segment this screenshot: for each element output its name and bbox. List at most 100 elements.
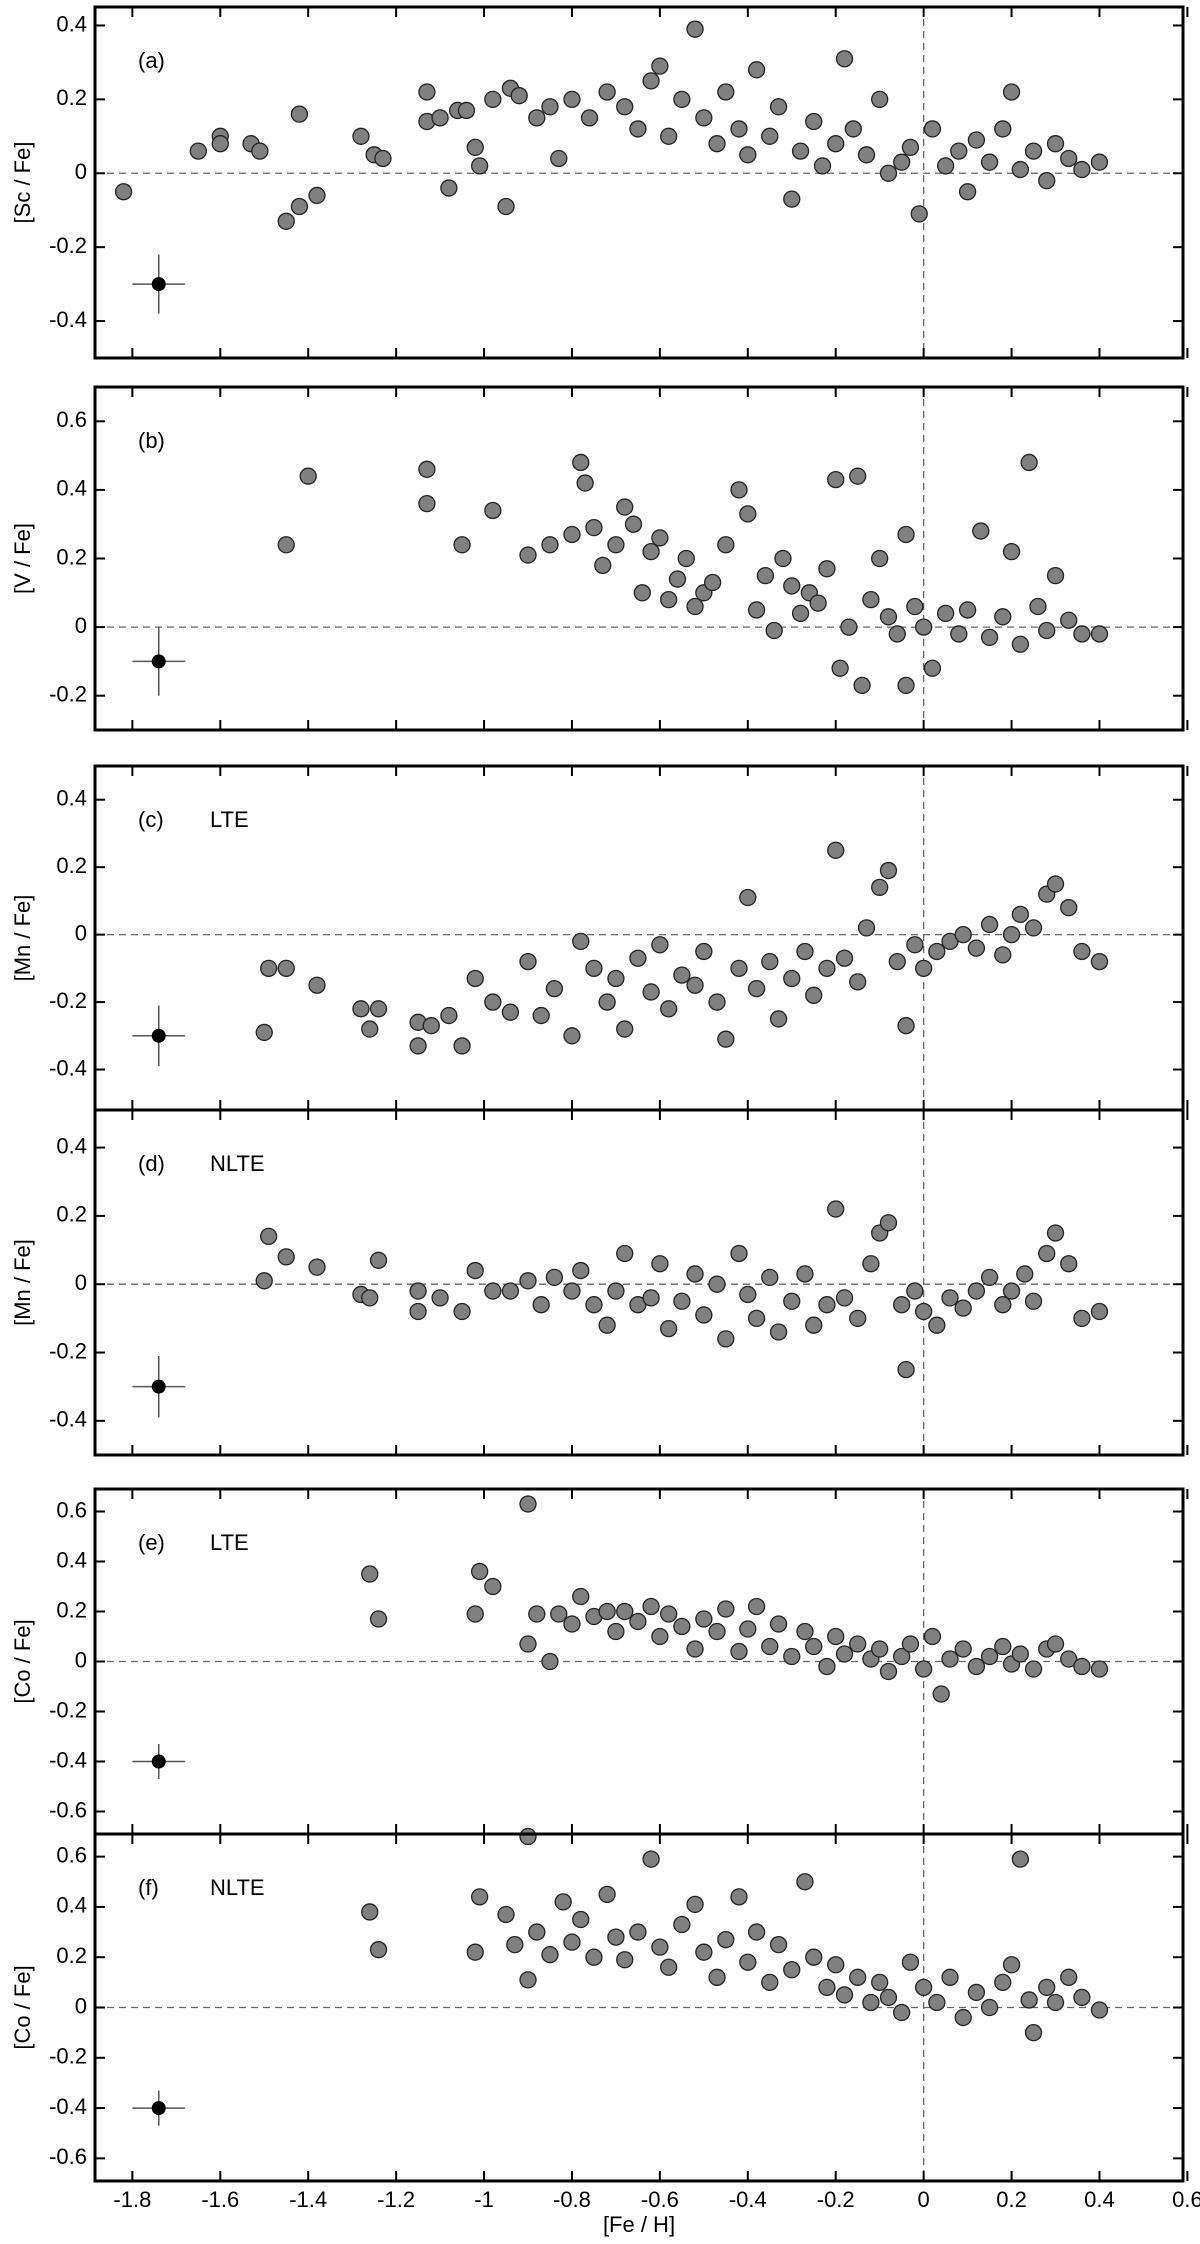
data-point [598,993,616,1011]
data-point [1046,1224,1065,1242]
data-point [1073,942,1091,961]
data-point [1090,952,1109,971]
data-point [796,1265,814,1283]
data-point [409,1302,427,1321]
data-point [994,1296,1012,1314]
data-point [466,1943,484,1961]
data-point [369,1251,388,1269]
y-tick-label: -0.4 [49,307,87,332]
data-point [840,618,858,636]
data-point [550,149,568,168]
data-point [308,186,326,205]
data-point [827,841,845,859]
data-point [642,983,660,1001]
data-point [519,1272,537,1290]
data-point [901,1635,920,1653]
data-point [1002,1282,1021,1300]
data-point [923,659,942,677]
data-point [756,567,775,585]
data-point [813,157,832,175]
panel: -0.6 -0.4 -0.2 0 0.2 0.4 0.6 (e) LTE [Co / Fe] [10,1487,1189,1836]
panel-annotation: LTE [210,807,249,832]
data-point [730,120,748,138]
data-point [914,1978,933,1997]
data-point [730,1642,748,1661]
data-point [541,536,559,554]
data-point [1011,1850,1029,1868]
y-tick-label: -0.2 [49,233,87,258]
data-point [862,1993,880,2012]
y-tick-label: -0.6 [49,2144,87,2169]
data-point [835,50,854,68]
data-point [849,1309,867,1328]
data-point [893,1296,911,1314]
data-point [259,959,278,978]
data-point [910,205,928,223]
data-point [277,212,295,230]
data-point [501,1003,520,1021]
data-point [695,1306,713,1324]
data-point [470,1888,489,1906]
y-tick-label: 0.6 [56,1842,87,1867]
panel-frame [93,5,1185,360]
data-point [598,1885,616,1903]
y-axis-label: [Mn / Fe] [10,895,35,982]
data-point [598,1602,616,1621]
y-tick-label: 0.4 [56,476,87,501]
y-tick-label: -0.2 [49,1338,87,1363]
data-point [796,942,814,961]
data-point [730,481,748,499]
data-point [361,1565,379,1583]
panel-annotation: NLTE [210,1875,265,1900]
data-point [528,1605,546,1623]
data-point [585,1296,603,1314]
data-point [936,157,955,175]
y-tick-label: 0.4 [56,786,87,811]
panel-annotation: LTE [210,1530,249,1555]
data-point [259,1227,278,1246]
data-point [1073,1309,1091,1328]
data-point [607,1928,625,1946]
data-point [1024,919,1043,937]
panel-label: (b) [138,428,165,453]
data-point [369,1610,388,1628]
data-point [418,494,436,513]
data-point [1002,83,1021,101]
panel: -0.4 -0.2 0 0.2 0.4 (d) NLTE [Mn / Fe] [10,1108,1189,1457]
data-point [642,1850,660,1868]
data-point [844,120,862,138]
data-point [849,1968,867,1986]
data-point [277,536,295,554]
data-point [897,1017,915,1035]
data-point [897,676,915,695]
data-point [954,925,972,944]
data-point [765,621,783,640]
data-point [818,1657,836,1676]
data-point [708,135,726,153]
data-point [1038,172,1056,190]
data-point [422,1017,440,1035]
data-point [1002,925,1021,944]
data-point [277,1248,295,1266]
data-point [1046,135,1065,153]
data-point [994,1637,1012,1656]
data-point [545,979,564,998]
data-point [893,1647,911,1666]
data-point [853,676,871,695]
data-point [189,142,207,160]
panel: -0.4 -0.2 0 0.2 0.4 (c) LTE [Mn / Fe] [10,764,1189,1112]
y-axis-label: [Co / Fe] [10,1619,35,1703]
data-point [616,1951,634,1969]
x-tick-label: 0.4 [1084,2187,1115,2212]
data-point [440,179,458,197]
x-tick-label: -1.2 [377,2187,415,2212]
data-point [695,1943,713,1961]
x-tick-label: -1.4 [289,2187,327,2212]
data-point [747,1923,766,1941]
data-point [519,1495,537,1513]
data-point [466,1605,484,1623]
data-point [651,1627,669,1646]
data-point [888,625,906,643]
data-point [660,1958,678,1976]
data-point [1029,597,1047,616]
